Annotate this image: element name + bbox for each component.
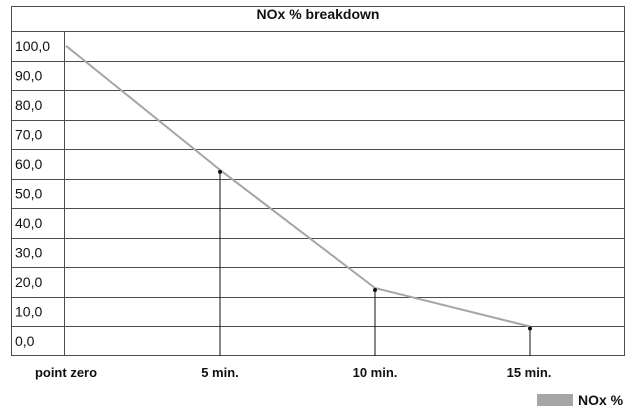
y-tick-label: 40,0 xyxy=(15,215,42,231)
data-markers xyxy=(218,169,532,356)
y-tick-label: 20,0 xyxy=(15,274,42,290)
series-line xyxy=(65,45,531,328)
x-tick-label: 10 min. xyxy=(353,365,398,380)
y-tick-label: 50,0 xyxy=(15,186,42,202)
data-point xyxy=(218,169,222,174)
chart-title: NOx % breakdown xyxy=(257,6,380,22)
y-tick-label: 90,0 xyxy=(15,67,42,83)
x-tick-labels: point zero 5 min. 10 min. 15 min. xyxy=(35,365,551,380)
x-tick-label: 5 min. xyxy=(201,365,239,380)
y-tick-label: 70,0 xyxy=(15,126,42,142)
data-point xyxy=(373,288,377,293)
series-layer xyxy=(65,45,531,328)
y-tick-label: 80,0 xyxy=(15,97,42,113)
y-tick-label: 30,0 xyxy=(15,245,42,261)
gridlines xyxy=(11,61,625,327)
legend: NOx % xyxy=(537,392,624,408)
data-point xyxy=(528,326,532,331)
legend-swatch xyxy=(537,394,573,406)
y-tick-label: 10,0 xyxy=(15,304,42,320)
y-tick-label: 60,0 xyxy=(15,156,42,172)
chart-frame xyxy=(11,6,625,356)
x-tick-label: 15 min. xyxy=(507,365,552,380)
legend-label: NOx % xyxy=(578,392,624,408)
y-tick-labels: 100,0 90,0 80,0 70,0 60,0 50,0 40,0 30,0 20,0 10,… xyxy=(15,38,50,349)
y-tick-label: 100,0 xyxy=(15,38,50,54)
plot-background xyxy=(11,6,625,356)
x-tick-label: point zero xyxy=(35,365,97,380)
y-tick-label: 0,0 xyxy=(15,333,35,349)
